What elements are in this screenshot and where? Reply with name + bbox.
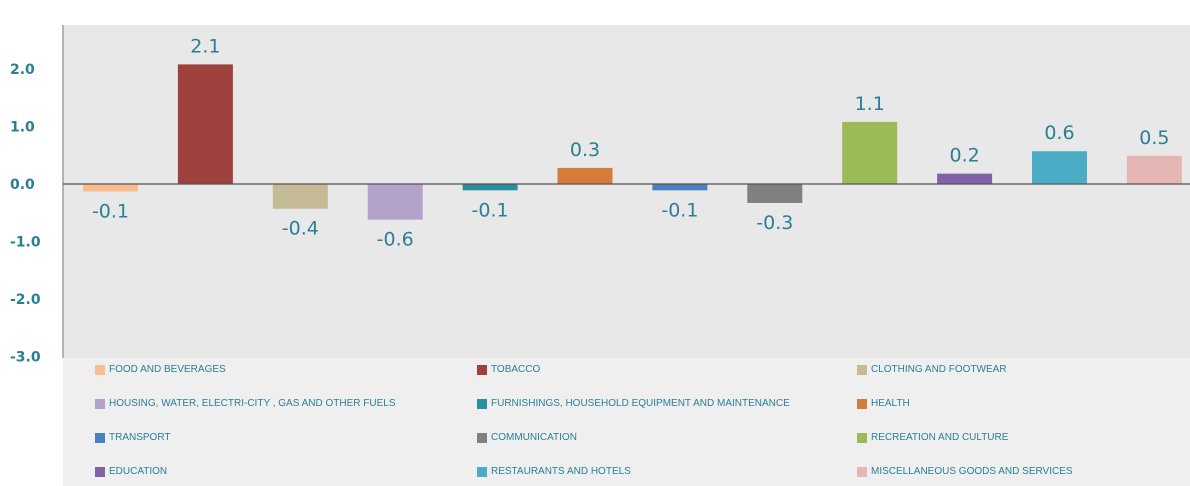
legend-label: EDUCATION (109, 466, 168, 477)
data-label: -0.1 (661, 199, 698, 221)
legend-swatch (477, 432, 487, 443)
data-label: 0.6 (1044, 122, 1074, 144)
data-label: 1.1 (855, 93, 885, 115)
legend-label: CLOTHING AND FOOTWEAR (871, 364, 1007, 375)
legend-swatch (857, 466, 867, 477)
legend-item: HEALTH (857, 398, 910, 409)
data-label: -0.3 (756, 212, 793, 234)
legend-swatch (477, 398, 487, 409)
legend-item: MISCELLANEOUS GOODS AND SERVICES (857, 466, 1073, 477)
legend-item: FURNISHINGS, HOUSEHOLD EQUIPMENT AND MAI… (477, 398, 790, 409)
legend-item: HOUSING, WATER, ELECTRI-CITY , GAS AND O… (95, 398, 396, 409)
bar (652, 184, 708, 191)
bar (1126, 155, 1182, 184)
legend-label: TOBACCO (491, 364, 541, 375)
legend-label: RESTAURANTS AND HOTELS (491, 466, 631, 477)
legend-label: RECREATION AND CULTURE (871, 432, 1009, 443)
legend-item: RECREATION AND CULTURE (857, 432, 1008, 443)
bar (462, 184, 518, 191)
legend-item: COMMUNICATION (477, 432, 577, 443)
bars (83, 64, 1182, 220)
y-tick-label: 2.0 (10, 62, 35, 78)
y-tick-label: -3.0 (10, 350, 41, 366)
legend-item: FOOD AND BEVERAGES (95, 364, 226, 375)
bar (747, 184, 803, 203)
data-labels: -0.1 2.1 -0.4 -0.6 -0.1 0.3 -0.1 -0.3 1.1 0.2 0.6 0… (92, 35, 1170, 250)
legend-label: HOUSING, WATER, ELECTRI-CITY , GAS AND O… (109, 398, 396, 409)
y-tick-label: 1.0 (10, 120, 35, 136)
data-label: 0.5 (1139, 127, 1169, 149)
legend-swatch (477, 466, 487, 477)
plot-background (63, 25, 1190, 358)
legend-item: RESTAURANTS AND HOTELS (477, 466, 631, 477)
bar (557, 167, 613, 184)
bar (1032, 151, 1087, 184)
data-label: 0.2 (949, 145, 979, 167)
bar (272, 184, 328, 209)
bar (83, 184, 138, 192)
data-label: -0.1 (92, 200, 129, 222)
legend-label: FOOD AND BEVERAGES (109, 364, 226, 375)
legend-item: TOBACCO (477, 364, 540, 375)
bar (842, 121, 898, 184)
legend-item: TRANSPORT (95, 432, 171, 443)
legend-label: HEALTH (871, 398, 910, 409)
data-label: -0.6 (377, 229, 414, 251)
legend-swatch (95, 364, 105, 375)
y-tick-label: 0.0 (10, 177, 35, 193)
legend-swatch (95, 398, 105, 409)
legend-label: MISCELLANEOUS GOODS AND SERVICES (871, 466, 1073, 477)
legend-swatch (857, 398, 867, 409)
bar (177, 64, 233, 184)
legend-swatch (95, 432, 105, 443)
y-tick-label: -2.0 (10, 292, 41, 308)
y-tick-label: -1.0 (10, 235, 41, 251)
legend-label: COMMUNICATION (491, 432, 577, 443)
legend-label: TRANSPORT (109, 432, 171, 443)
data-label: 2.1 (190, 35, 220, 57)
legend-swatch (95, 466, 105, 477)
legend-item: EDUCATION (95, 466, 167, 477)
legend-swatch (857, 432, 867, 443)
legend-item: CLOTHING AND FOOTWEAR (857, 364, 1007, 375)
legend-swatch (857, 364, 867, 375)
legend: FOOD AND BEVERAGES TOBACCO CLOTHING AND FO… (63, 358, 1190, 486)
data-label: -0.4 (282, 218, 319, 240)
data-label: 0.3 (570, 139, 600, 161)
bar (937, 173, 993, 184)
legend-label: FURNISHINGS, HOUSEHOLD EQUIPMENT AND MAI… (491, 398, 790, 409)
legend-swatch (477, 364, 487, 375)
y-axis-ticks: 2.0 1.0 0.0 -1.0 -2.0 -3.0 (10, 62, 41, 366)
data-label: -0.1 (472, 199, 509, 221)
bar (367, 184, 423, 220)
